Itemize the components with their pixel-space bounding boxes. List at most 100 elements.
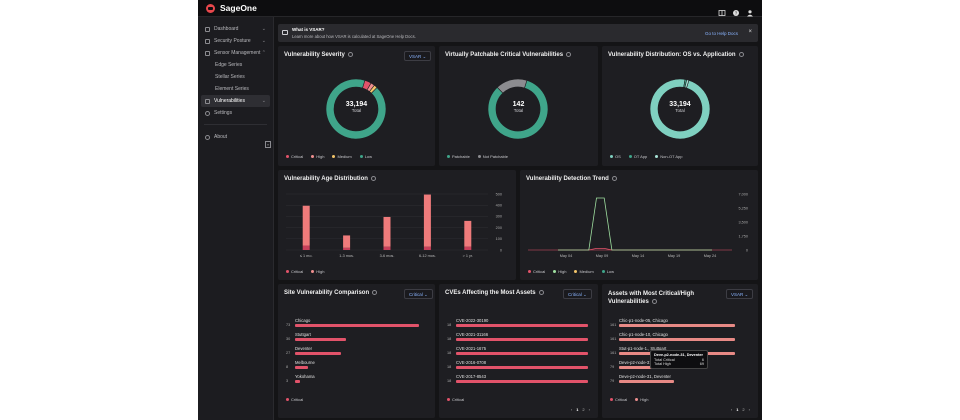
patchable-slice-patchable[interactable] — [487, 79, 549, 140]
help-circle-icon[interactable] — [738, 52, 744, 57]
legend-medium[interactable]: Medium — [332, 154, 352, 159]
list-item[interactable]: 161 Chic-p1-node-05, Chicago — [610, 318, 760, 330]
age-distribution-card: Vulnerability Age Distribution 0 100 200 30… — [278, 170, 516, 280]
list-item[interactable]: 73 Chicago — [286, 318, 436, 330]
next-page-button[interactable]: › — [588, 407, 590, 412]
bar-high[interactable] — [464, 220, 472, 247]
list-item[interactable]: 18 CVE-2021-31166 — [447, 332, 597, 344]
distribution-slice-non-ot-app[interactable] — [684, 79, 690, 89]
sidebar-item-about[interactable]: About — [201, 131, 270, 143]
list-item[interactable]: 79 Deve-p2-node-31, Deventer — [610, 360, 760, 372]
help-circle-icon[interactable] — [370, 176, 376, 181]
info-icon — [205, 134, 210, 140]
book-icon[interactable] — [718, 4, 726, 16]
legend-not-patchable[interactable]: Not Patchable — [477, 154, 508, 159]
legend-high[interactable]: High — [553, 269, 566, 274]
row-label: Stuttgart — [295, 332, 311, 337]
legend-non-ot-app[interactable]: Non-OT App — [655, 154, 682, 159]
brand-name: SageOne — [220, 3, 257, 13]
legend-high[interactable]: High — [635, 397, 648, 402]
list-item[interactable]: 18 CVE-2016-0708 — [447, 360, 597, 372]
bar-critical[interactable] — [343, 247, 351, 250]
bar-high[interactable] — [302, 205, 310, 246]
legend-medium[interactable]: Medium — [574, 269, 594, 274]
page-1-button[interactable]: 1 — [736, 407, 739, 412]
bar-critical[interactable] — [383, 246, 391, 250]
list-item[interactable]: 3 Yokohama — [286, 374, 436, 386]
legend-critical[interactable]: Critical — [286, 154, 303, 159]
x-tick-label: 3-6 mos. — [380, 254, 395, 258]
page-2-button[interactable]: 2 — [582, 407, 585, 412]
legend-critical[interactable]: Critical — [286, 397, 303, 402]
sidebar-item-label: Sensor Management — [214, 50, 261, 56]
legend-critical[interactable]: Critical — [610, 397, 627, 402]
help-icon[interactable]: ? — [732, 4, 740, 16]
sidebar-item-vulnerabilities[interactable]: Vulnerabilities ⌄ — [201, 95, 270, 107]
bar-high[interactable] — [343, 235, 351, 248]
collapse-sidebar-button[interactable]: « — [265, 141, 271, 148]
bar-high[interactable] — [383, 216, 391, 247]
prev-page-button[interactable]: ‹ — [570, 407, 573, 412]
sidebar-item-settings[interactable]: Settings — [201, 107, 270, 119]
severity-metric-dropdown[interactable]: VSAR ⌄ — [404, 51, 432, 61]
next-page-button[interactable]: › — [748, 407, 750, 412]
bar-critical[interactable] — [464, 246, 472, 250]
prev-page-button[interactable]: ‹ — [730, 407, 733, 412]
legend-os[interactable]: OS — [610, 154, 621, 159]
row-count: 18 — [447, 351, 452, 355]
list-item[interactable]: 27 Deventer — [286, 346, 436, 358]
help-circle-icon[interactable] — [538, 290, 544, 295]
bar-critical[interactable] — [423, 246, 431, 250]
series-line-high[interactable] — [558, 197, 712, 251]
legend-high[interactable]: High — [311, 154, 324, 159]
list-item[interactable]: 8 Melbourne — [286, 360, 436, 372]
help-circle-icon[interactable] — [651, 298, 657, 304]
help-circle-icon[interactable] — [347, 52, 353, 57]
help-circle-icon[interactable] — [611, 176, 617, 181]
bug-icon — [205, 98, 210, 104]
sidebar-item-dashboard[interactable]: Dashboard ⌄ — [201, 23, 270, 35]
sidebar-item-stellar-series[interactable]: Stellar Series — [201, 71, 270, 83]
legend-high[interactable]: High — [311, 269, 324, 274]
severity-card: Vulnerability Severity VSAR ⌄ 33,194 Tota… — [278, 46, 435, 166]
card-title-text: Vulnerability Age Distribution — [284, 176, 368, 183]
sidebar-item-edge-series[interactable]: Edge Series — [201, 59, 270, 71]
distribution-slice-os[interactable] — [649, 78, 711, 140]
list-item[interactable]: 18 CVE-2021-1675 — [447, 346, 597, 358]
assets-metric-dropdown[interactable]: VSAR ⌄ — [726, 289, 754, 299]
list-item[interactable]: 18 CVE-2017-8543 — [447, 374, 597, 386]
legend-low[interactable]: Low — [359, 154, 372, 159]
page-1-button[interactable]: 1 — [576, 407, 579, 412]
user-icon[interactable] — [746, 4, 754, 17]
patchable-slice-not-patchable[interactable] — [496, 78, 528, 94]
sidebar-item-element-series[interactable]: Element Series — [201, 83, 270, 95]
assets-pager: ‹ 1 2 › — [731, 407, 750, 412]
sidebar-item-security-posture[interactable]: Security Posture ⌄ — [201, 35, 270, 47]
help-circle-icon[interactable] — [566, 52, 572, 57]
sidebar-item-label: Stellar Series — [215, 74, 245, 80]
y-tick-label: 7,000 — [738, 192, 748, 196]
cves-severity-dropdown[interactable]: Critical ⌄ — [563, 289, 592, 299]
close-icon[interactable]: × — [748, 29, 752, 35]
sidebar-item-sensor-management[interactable]: Sensor Management ⌃ — [201, 47, 270, 59]
page-2-button[interactable]: 2 — [742, 407, 745, 412]
trend-legend: Critical High Medium Low — [528, 269, 614, 274]
list-item[interactable]: 79 Deve-p2-node-31, Deventer — [610, 374, 760, 386]
legend-critical[interactable]: Critical — [286, 269, 303, 274]
legend-critical[interactable]: Critical — [528, 269, 545, 274]
legend-critical[interactable]: Critical — [447, 397, 464, 402]
list-item[interactable]: 161 Chic-p1-node-10, Chicago — [610, 332, 760, 344]
legend-ot-app[interactable]: OT App — [628, 154, 647, 159]
site-severity-dropdown[interactable]: Critical ⌄ — [404, 289, 433, 299]
list-item[interactable]: 18 CVE-2022-30190 — [447, 318, 597, 330]
severity-slice-low[interactable] — [325, 78, 387, 140]
legend-low[interactable]: Low — [601, 269, 614, 274]
bar-high[interactable] — [423, 194, 431, 247]
list-item[interactable]: 30 Stuttgart — [286, 332, 436, 344]
help-circle-icon[interactable] — [372, 290, 378, 295]
help-docs-link[interactable]: Go to Help Docs — [704, 31, 738, 36]
legend-patchable[interactable]: Patchable — [447, 154, 470, 159]
bar-critical[interactable] — [302, 245, 310, 250]
tooltip-row-value: 69 — [699, 362, 704, 366]
patchable-total-label: Total — [513, 108, 524, 113]
